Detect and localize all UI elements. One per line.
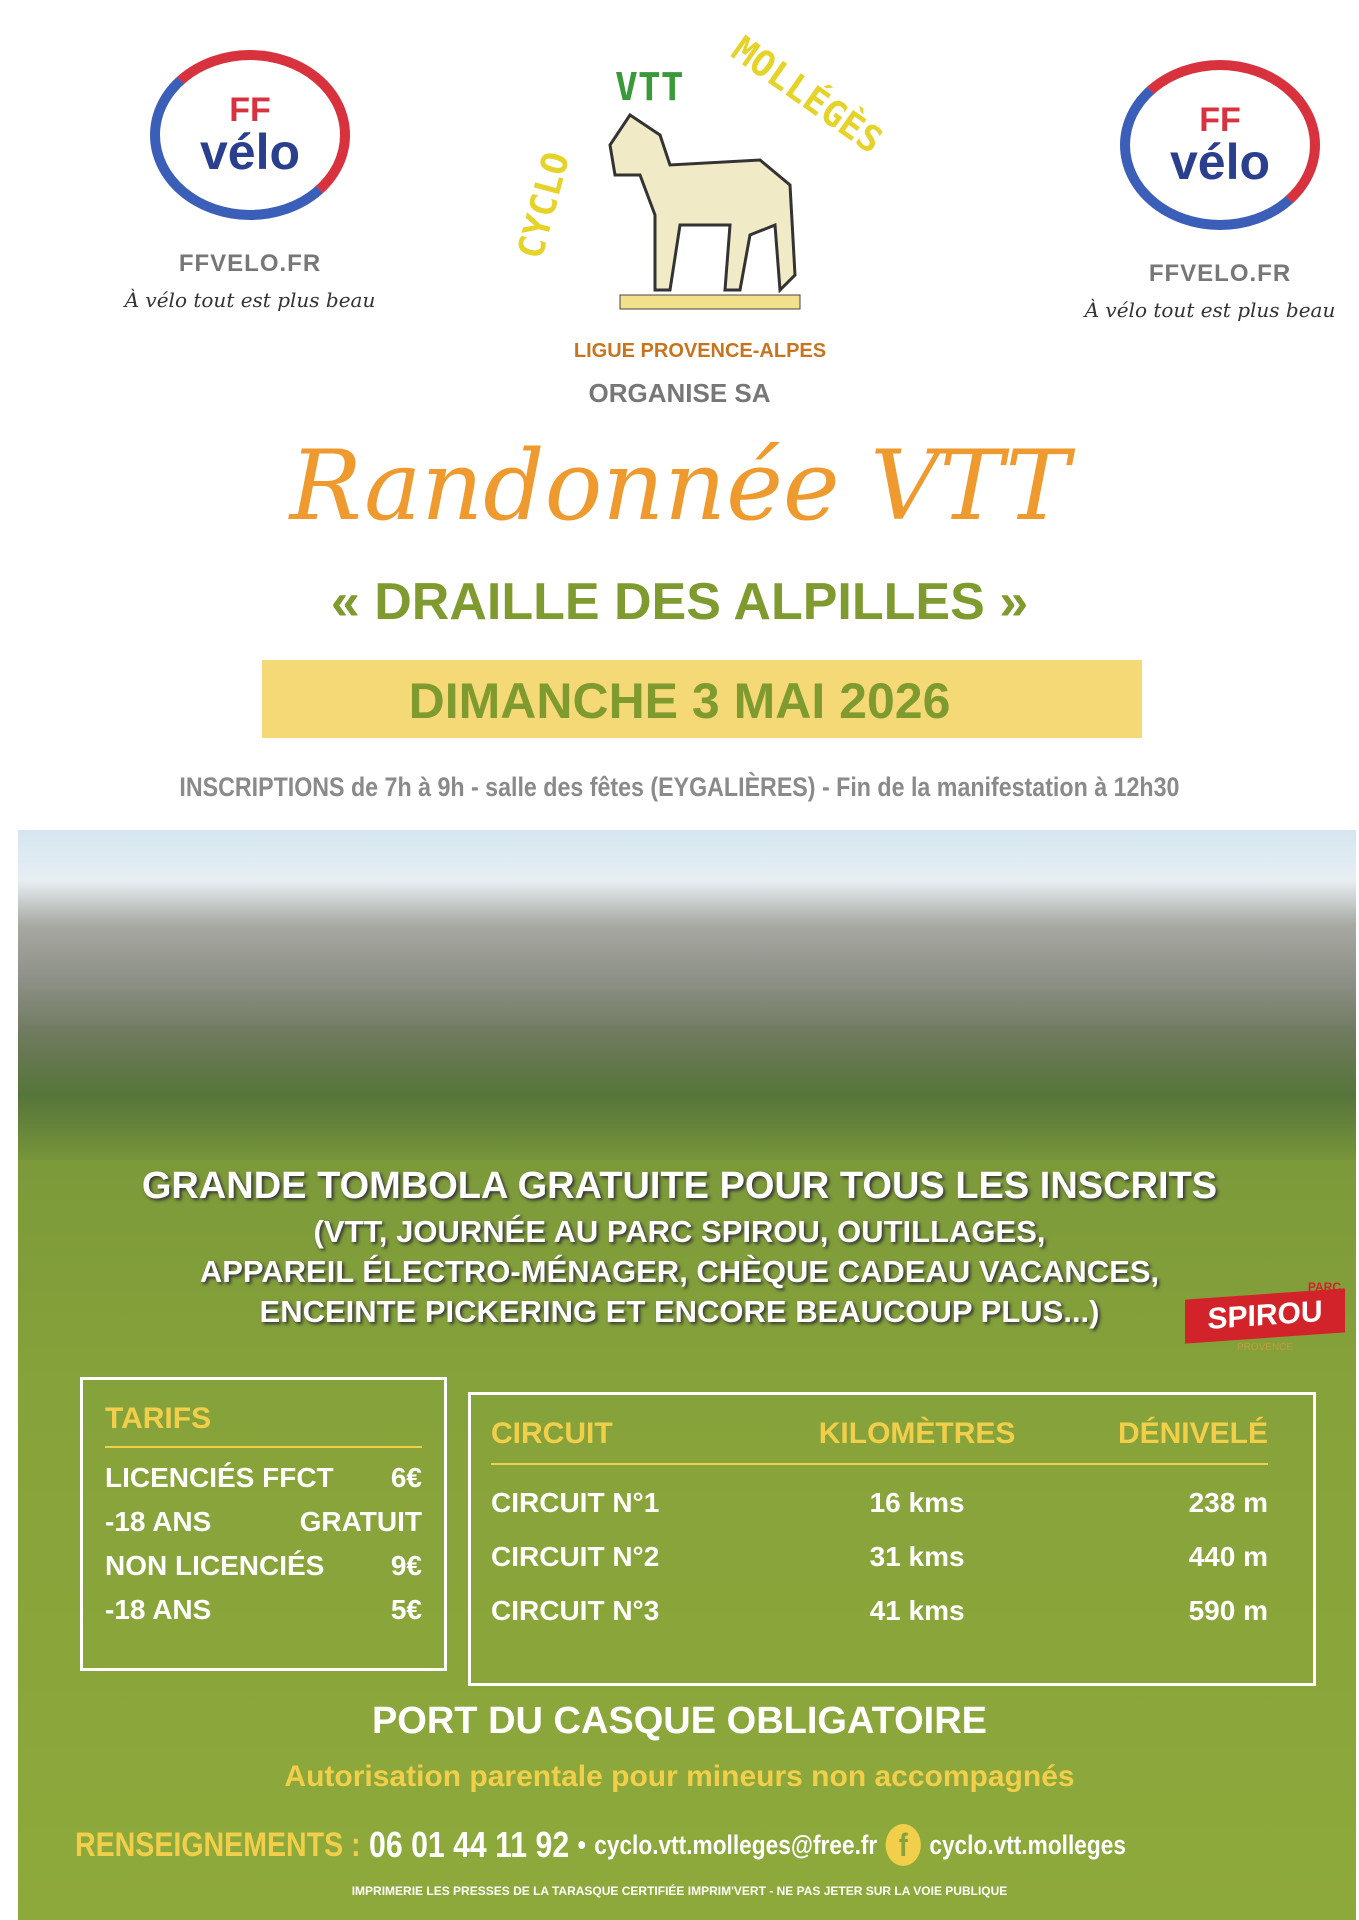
facebook-link[interactable]: cyclo.vtt.molleges — [929, 1829, 1126, 1860]
ffvelo-site: FFVELO.FR — [178, 250, 322, 277]
circuits-box: CIRCUIT KILOMÈTRES DÉNIVELÉ CIRCUIT N°1 16 … — [468, 1392, 1316, 1686]
circuit-row: CIRCUIT N°1 16 kms 238 m — [491, 1487, 1268, 1518]
tombola-line: (VTT, JOURNÉE AU PARC SPIROU, OUTILLAGES… — [313, 1214, 1046, 1249]
horse-illustration — [608, 112, 801, 310]
inscriptions-wrap: INSCRIPTIONS de 7h à 9h - salle des fête… — [0, 772, 1359, 803]
tarifs-box: TARIFS LICENCIÉS FFCT 6€ -18 ANS GRATUIT N… — [80, 1377, 447, 1671]
contact-bar: RENSEIGNEMENTS : 06 01 44 11 92 • cyclo.… — [75, 1822, 1126, 1868]
event-title: Randonnée VTT — [289, 430, 1070, 542]
inscriptions-info: INSCRIPTIONS de 7h à 9h - salle des fête… — [179, 772, 1180, 802]
tombola-line: ENCEINTE PICKERING ET ENCORE BEAUCOUP PL… — [259, 1294, 1100, 1329]
tarif-row: NON LICENCIÉS 9€ — [105, 1550, 422, 1581]
circuit-row: CIRCUIT N°3 41 kms 590 m — [491, 1595, 1268, 1626]
ffvelo-emblem: FF vélo — [1120, 60, 1320, 230]
organise-text: ORGANISE SA — [588, 378, 771, 408]
contact-label: RENSEIGNEMENTS : — [75, 1825, 361, 1864]
club-arc-vtt: VTT — [615, 65, 684, 109]
date-band — [262, 660, 1142, 738]
club-league: LIGUE PROVENCE-ALPES — [573, 340, 827, 362]
tarif-row: LICENCIÉS FFCT 6€ — [105, 1462, 422, 1493]
phone-number: 06 01 44 11 92 — [369, 1824, 570, 1865]
ffvelo-logo-left: FF vélo FFVELO.FR À vélo tout est plus b… — [120, 50, 380, 312]
tarif-row: -18 ANS GRATUIT — [105, 1506, 422, 1537]
tarif-row: -18 ANS 5€ — [105, 1594, 422, 1625]
printer-footer: IMPRIMERIE LES PRESSES DE LA TARASQUE CE… — [351, 1884, 1008, 1898]
club-logo: VTT MOLLÉGÈS CYCLO LIGUE PROVENCE-ALPES — [510, 29, 889, 375]
spirou-name: SPIROU — [1207, 1294, 1323, 1337]
green-background — [18, 1160, 1356, 1920]
tombola-headline: GRANDE TOMBOLA GRATUITE POUR TOUS LES IN… — [141, 1165, 1218, 1207]
ffvelo-emblem: FF vélo — [150, 50, 350, 220]
ffvelo-site: FFVELO.FR — [1148, 260, 1292, 287]
ffvelo-slogan: À vélo tout est plus beau — [1084, 298, 1336, 322]
ffvelo-logo-right: FF vélo FFVELO.FR À vélo tout est plus b… — [1085, 60, 1350, 322]
alpilles-landscape-photo — [18, 830, 1356, 1170]
spirou-banner: SPIROU — [1185, 1288, 1345, 1344]
tarifs-header: TARIFS — [105, 1402, 422, 1448]
parental-notice: Autorisation parentale pour mineurs non … — [284, 1760, 1075, 1793]
ffvelo-slogan: À vélo tout est plus beau — [124, 288, 376, 312]
tombola-section: GRANDE TOMBOLA GRATUITE POUR TOUS LES IN… — [0, 1165, 1359, 1330]
facebook-icon: f — [885, 1824, 921, 1866]
spirou-region: PROVENCE — [1236, 1342, 1294, 1353]
helmet-notice: PORT DU CASQUE OBLIGATOIRE — [371, 1700, 988, 1742]
tombola-line: APPAREIL ÉLECTRO-MÉNAGER, CHÈQUE CADEAU … — [199, 1254, 1160, 1289]
email-link[interactable]: cyclo.vtt.molleges@free.fr — [594, 1829, 878, 1860]
event-subtitle: « DRAILLE DES ALPILLES » — [330, 573, 1029, 631]
event-date: DIMANCHE 3 MAI 2026 — [408, 673, 951, 729]
spirou-logo: PARC SPIROU PROVENCE — [1185, 1280, 1345, 1355]
circuit-row: CIRCUIT N°2 31 kms 440 m — [491, 1541, 1268, 1572]
separator-dot: • — [577, 1829, 586, 1860]
circuits-header: CIRCUIT KILOMÈTRES DÉNIVELÉ — [491, 1417, 1268, 1465]
club-arc-cyclo: CYCLO — [510, 147, 579, 264]
